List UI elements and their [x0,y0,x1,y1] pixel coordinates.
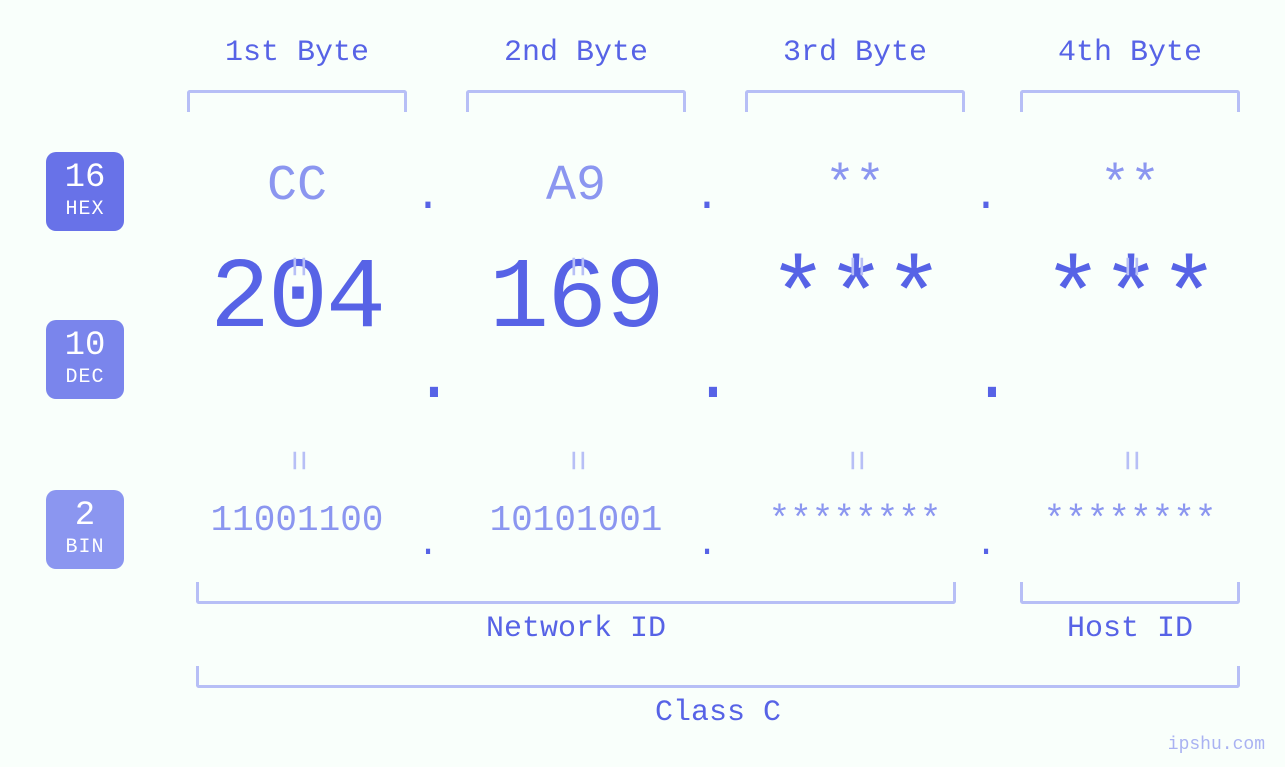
badge-dec: 10 DEC [46,320,124,399]
badge-bin: 2 BIN [46,490,124,569]
host-id-bracket [1020,582,1240,604]
badge-bin-label: BIN [46,537,124,559]
byte-cell: 10101001 [446,500,706,541]
equals-icon: = [835,247,876,287]
ip-class-bracket [196,666,1240,688]
equals-icon: = [277,441,318,481]
separator-dot: . [971,340,1001,419]
byte-bracket-top [1020,90,1240,112]
separator-dot: . [692,524,722,565]
byte-bracket-top [745,90,965,112]
separator-dot: . [413,172,443,222]
byte-cell: CC [167,158,427,215]
separator-dot: . [692,340,722,419]
byte-header: 3rd Byte [735,36,975,70]
byte-cell: ******** [1000,500,1260,541]
equals-icon: = [1110,247,1151,287]
watermark: ipshu.com [1168,735,1265,755]
badge-hex-label: HEX [46,199,124,221]
equals-icon: = [277,247,318,287]
equals-icon: = [1110,441,1151,481]
separator-dot: . [413,524,443,565]
separator-dot: . [971,524,1001,565]
equals-icon: = [835,441,876,481]
badge-hex-number: 16 [46,160,124,197]
network-id-bracket [196,582,956,604]
byte-cell: A9 [446,158,706,215]
host-id-label: Host ID [1040,612,1220,646]
byte-cell: ** [1000,158,1260,215]
equals-icon: = [556,441,597,481]
badge-bin-number: 2 [46,498,124,535]
byte-header: 2nd Byte [456,36,696,70]
byte-header: 4th Byte [1010,36,1250,70]
byte-cell: ******** [725,500,985,541]
separator-dot: . [413,340,443,419]
equals-icon: = [556,247,597,287]
byte-header: 1st Byte [177,36,417,70]
byte-cell: ** [725,158,985,215]
network-id-label: Network ID [466,612,686,646]
badge-dec-number: 10 [46,328,124,365]
separator-dot: . [971,172,1001,222]
badge-dec-label: DEC [46,367,124,389]
badge-hex: 16 HEX [46,152,124,231]
separator-dot: . [692,172,722,222]
ip-class-label: Class C [618,696,818,730]
byte-bracket-top [466,90,686,112]
byte-bracket-top [187,90,407,112]
byte-cell: 11001100 [167,500,427,541]
